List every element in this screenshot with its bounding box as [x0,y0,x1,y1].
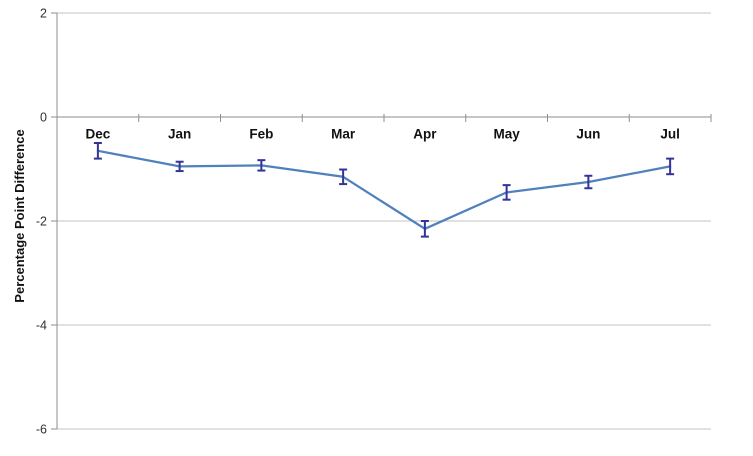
y-tick-label: 2 [40,7,47,21]
error-bar [339,168,348,186]
y-tick-label: -2 [36,215,47,229]
y-tick-label: 0 [40,111,47,125]
category-label: Mar [331,127,356,142]
error-bar [420,220,429,238]
error-bar [257,159,266,172]
error-bar [175,160,184,173]
error-bar [502,184,511,201]
error-bar [666,157,675,176]
category-label: Feb [249,127,273,142]
category-label: Apr [413,127,437,142]
y-tick-label: -6 [36,423,47,437]
error-bar [584,174,593,190]
category-label: May [493,127,520,142]
category-label: Dec [85,127,110,142]
category-label: Jan [168,127,191,142]
category-label: Jul [660,127,680,142]
series-line [96,149,672,230]
category-label: Jun [576,127,600,142]
error-bar [93,142,102,160]
y-tick-label: -4 [36,319,47,333]
